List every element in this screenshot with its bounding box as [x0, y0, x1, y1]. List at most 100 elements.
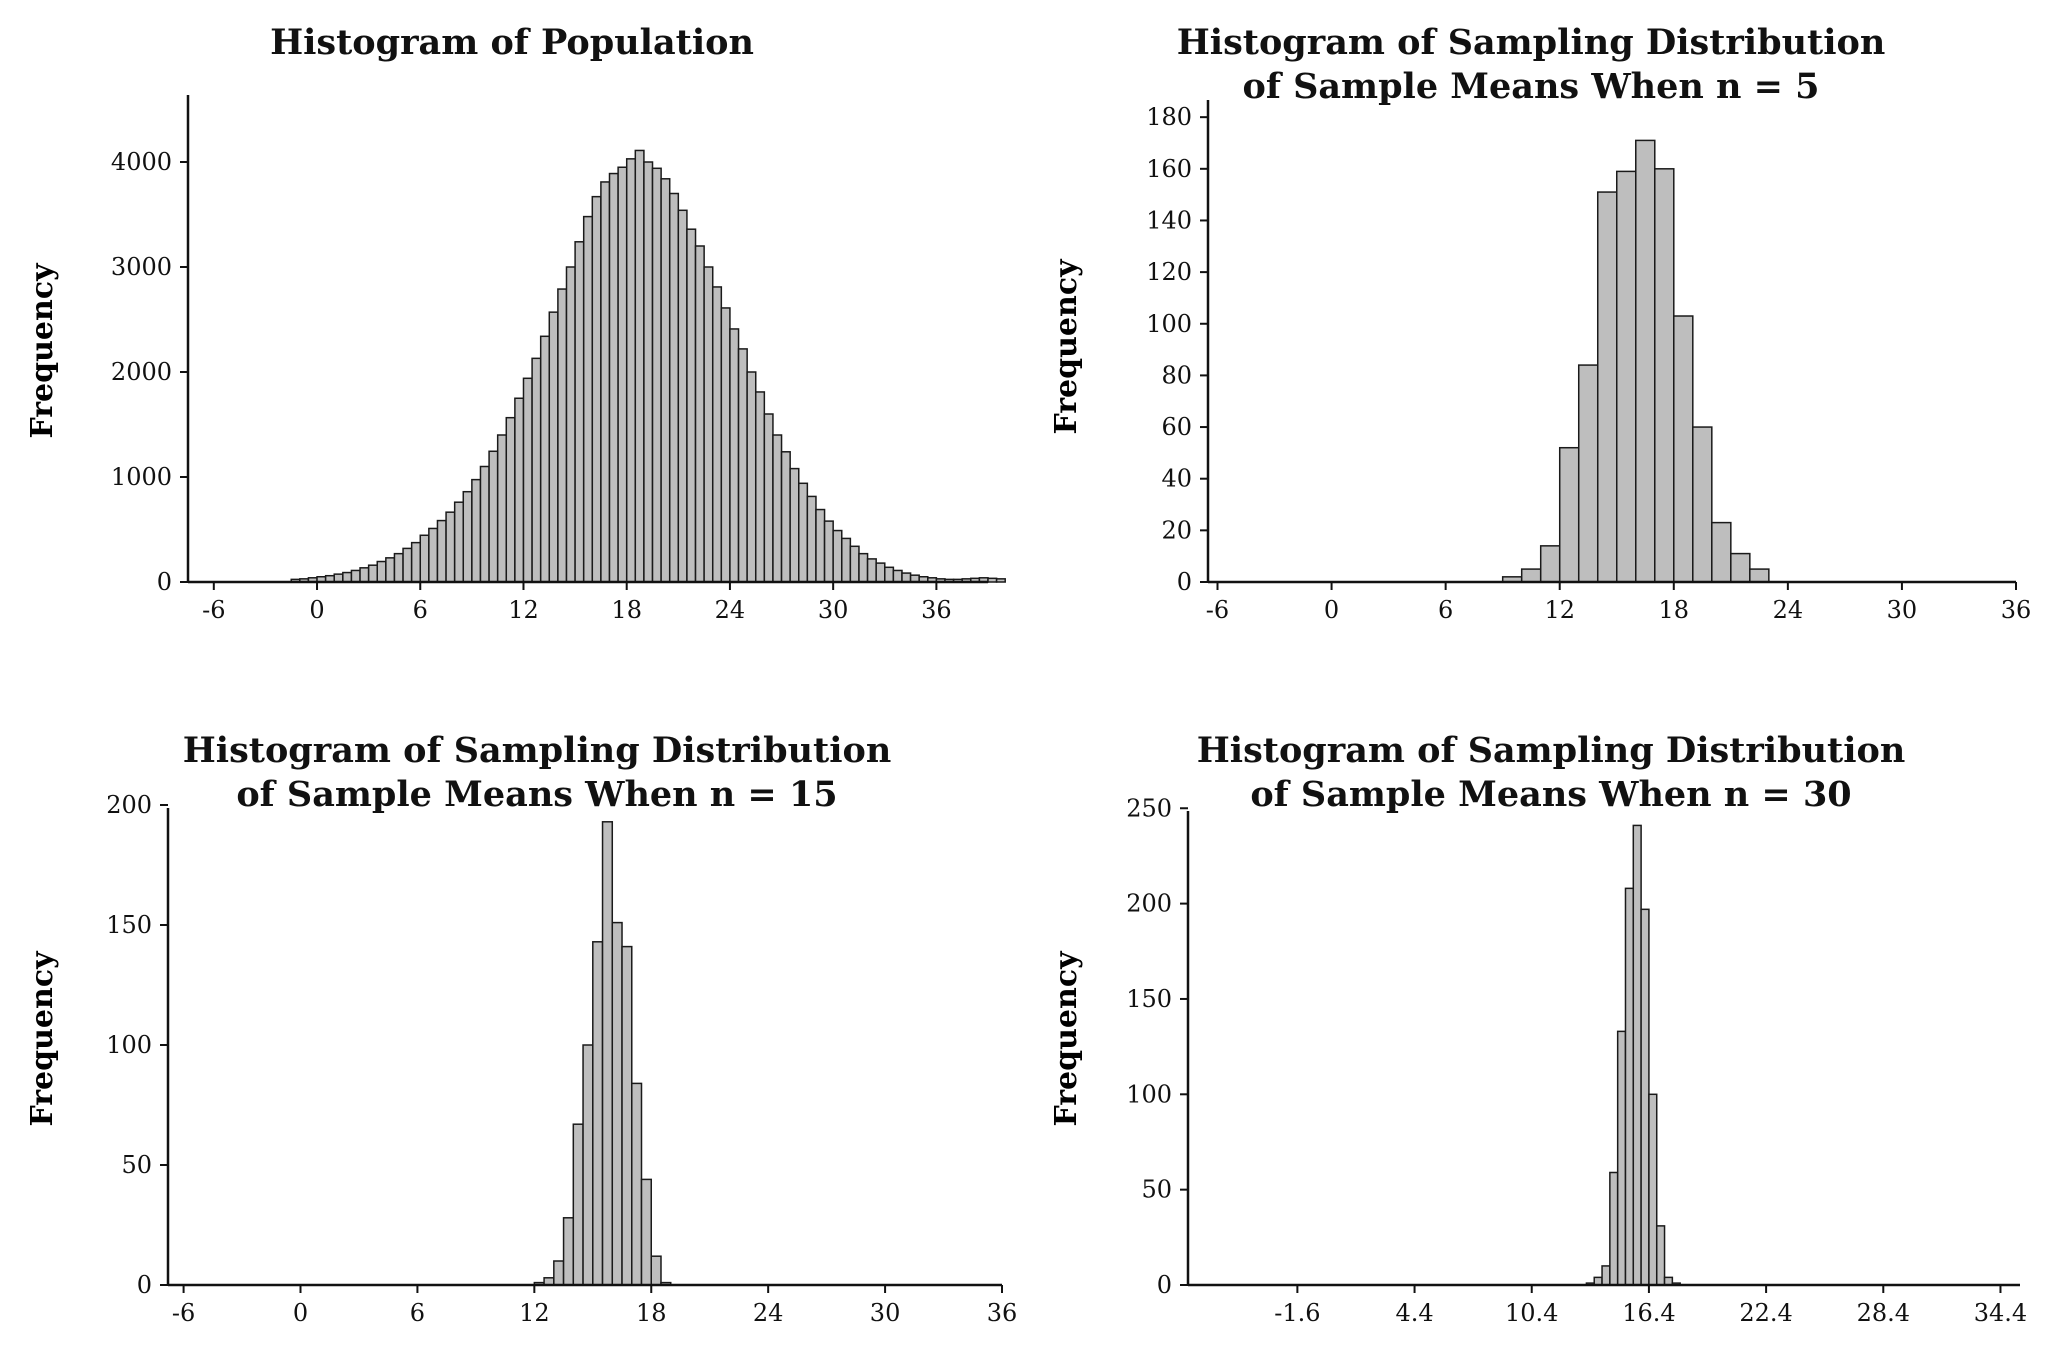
x-tick-label: 6 [413, 596, 428, 624]
x-tick-label: 24 [1773, 596, 1804, 624]
y-tick-label: 0 [1157, 1271, 1172, 1299]
histogram-bar [1692, 426, 1713, 583]
y-tick-label: 3000 [111, 253, 172, 281]
x-tick-label: 30 [1887, 596, 1918, 624]
histogram-bar [445, 511, 456, 583]
histogram-bar [643, 161, 654, 583]
y-tick-label: 150 [106, 911, 152, 939]
y-tick-label: 250 [1126, 794, 1172, 822]
histogram-bar [754, 391, 766, 583]
chart-title: Histogram of Sampling Distribution of Sa… [1176, 22, 1886, 107]
y-tick-label: 50 [1141, 1176, 1172, 1204]
histogram-bar [522, 377, 533, 583]
chart-sample-means-n15: Histogram of Sampling Distribution of Sa… [0, 683, 1024, 1367]
x-tick-label: 28.4 [1857, 1299, 1910, 1327]
y-tick-label: 100 [1146, 310, 1192, 338]
histogram-bar [866, 558, 877, 583]
histogram-bar [562, 1217, 575, 1286]
histogram-bar [763, 413, 774, 583]
histogram-bar [884, 566, 895, 583]
chart-population: Histogram of Population -6 0 6 12 18 24 30 36 0 1… [0, 0, 1024, 683]
histogram-bar [660, 178, 671, 583]
histogram-bar [428, 527, 439, 583]
histogram-bar [393, 552, 404, 583]
histogram-bar [385, 557, 396, 583]
x-tick-label: 12 [1544, 596, 1575, 624]
histogram-bar [901, 572, 912, 583]
x-tick-label: 36 [987, 1299, 1018, 1327]
x-tick-label: 18 [636, 1299, 667, 1327]
histogram-bar [987, 577, 998, 583]
x-tick-label: -1.6 [1274, 1299, 1320, 1327]
histogram-bar [1673, 315, 1694, 583]
histogram-bar [1655, 1225, 1666, 1286]
histogram-plot: -1.6 4.4 10.4 16.4 22.4 28.4 34.4 0 50 100 150 200 2… [1049, 794, 2027, 1327]
histogram-bar [531, 357, 542, 583]
histogram-bar [453, 501, 465, 583]
histogram-bar [621, 945, 633, 1286]
histogram-bar [1616, 170, 1637, 583]
histogram-bar [574, 241, 585, 583]
x-tick-label: 18 [611, 596, 642, 624]
histogram-bar [1730, 552, 1751, 583]
histogram-bar [488, 450, 499, 583]
x-tick-label: 30 [870, 1299, 901, 1327]
histogram-bar [496, 434, 508, 583]
chart-title: Histogram of Sampling Distribution of Sa… [1196, 730, 1906, 815]
histogram-bar [720, 307, 731, 583]
x-tick-label: 12 [519, 1299, 550, 1327]
histogram-bar [858, 552, 869, 583]
histogram-bar [1596, 191, 1618, 583]
histogram-bar [1624, 887, 1635, 1286]
x-tick-label: -6 [202, 596, 225, 624]
y-tick-label: 4000 [111, 148, 172, 176]
histogram-bar [1520, 568, 1542, 583]
histogram-bar [557, 288, 568, 583]
histogram-bar [1601, 1265, 1611, 1286]
y-tick-label: 0 [137, 1271, 152, 1299]
histogram-bar [729, 328, 740, 583]
x-tick-label: -6 [1206, 596, 1229, 624]
histogram-bar [892, 569, 903, 583]
histogram-bar [1558, 446, 1580, 583]
histogram-bar [806, 495, 817, 583]
histogram-bar [572, 1123, 584, 1286]
x-tick-label: 0 [293, 1299, 308, 1327]
histogram-bar [625, 158, 637, 583]
y-tick-label: 180 [1146, 103, 1192, 131]
histogram-bar [565, 266, 576, 583]
histogram-bar [1648, 1093, 1658, 1286]
histogram-bar [342, 571, 353, 583]
histogram-bar [402, 547, 413, 583]
histogram-bar [1539, 545, 1561, 583]
y-axis-label: Frequency [1049, 950, 1084, 1127]
histogram-bar [600, 181, 611, 583]
x-tick-label: -6 [172, 1299, 195, 1327]
histogram-bar [1654, 168, 1675, 583]
histogram-bar [841, 537, 852, 583]
x-tick-label: 36 [2001, 596, 2032, 624]
y-tick-label: 50 [121, 1151, 152, 1179]
x-tick-label: 18 [1659, 596, 1690, 624]
histogram-bar [631, 1082, 643, 1286]
histogram-bar [539, 335, 551, 583]
histogram-bar [608, 172, 619, 583]
y-tick-label: 160 [1146, 155, 1192, 183]
histogram-bar [772, 434, 783, 583]
x-tick-label: 6 [410, 1299, 425, 1327]
x-tick-label: 4.4 [1395, 1299, 1433, 1327]
x-tick-label: 24 [715, 596, 746, 624]
y-tick-label: 100 [106, 1031, 152, 1059]
histogram-plot: -6 0 6 12 18 24 30 36 0 1000 2000 3000 4000 Frequency [25, 95, 1006, 624]
histogram-bar [668, 192, 680, 583]
y-tick-label: 2000 [111, 358, 172, 386]
histogram-bar [479, 465, 490, 583]
y-tick-label: 80 [1161, 361, 1192, 389]
histogram-bar [1635, 139, 1656, 583]
histogram-bar [1609, 1171, 1619, 1286]
histogram-bar [471, 478, 482, 583]
histogram-bar [875, 562, 886, 583]
histogram-bar [1749, 568, 1770, 583]
x-tick-label: 0 [309, 596, 324, 624]
histogram-bar [995, 578, 1006, 583]
